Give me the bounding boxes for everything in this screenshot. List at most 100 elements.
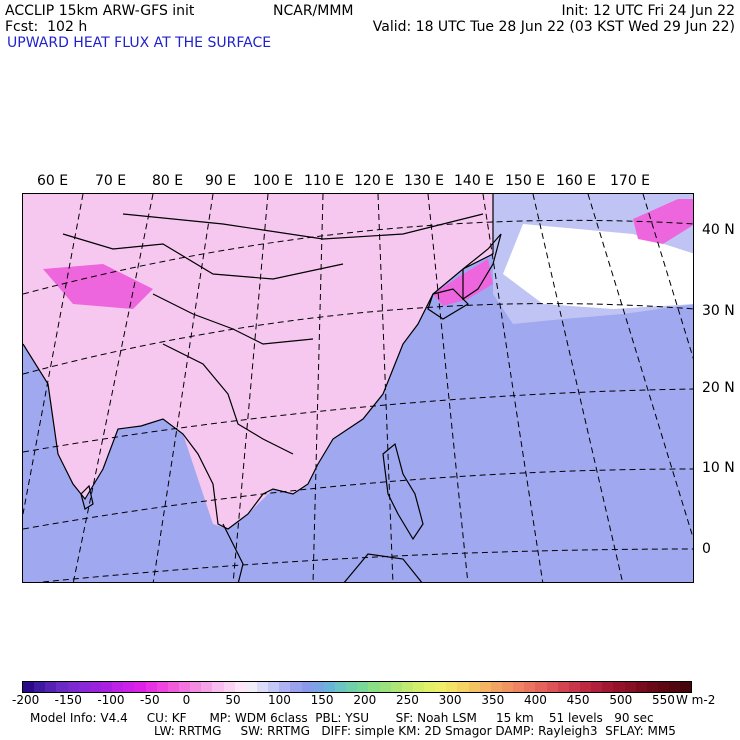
strong-flux-nw-pacific (633, 199, 693, 244)
colorbar-swatch (479, 682, 491, 692)
colorbar-swatch (390, 682, 402, 692)
lon-label: 100 E (253, 173, 294, 189)
colorbar-swatch (401, 682, 413, 692)
colorbar-tick-label: 0 (182, 693, 191, 707)
colorbar-swatch (580, 682, 592, 692)
colorbar-tick-label: 100 (268, 693, 291, 707)
colorbar-swatch (334, 682, 347, 692)
colorbar-tick-label: 550 (652, 693, 675, 707)
colorbar-swatch (134, 682, 146, 692)
colorbar-swatch (613, 682, 625, 692)
lon-label: 160 E (556, 173, 597, 189)
colorbar-tick-label: -100 (97, 693, 125, 707)
colorbar-tick-label: 400 (524, 693, 547, 707)
field-title: UPWARD HEAT FLUX AT THE SURFACE (7, 35, 272, 51)
colorbar-swatch (45, 682, 57, 692)
colorbar-swatch (468, 682, 480, 692)
model-info-line2: LW: RRTMG SW: RRTMG DIFF: simple KM: 2D … (154, 724, 676, 738)
colorbar-swatch (568, 682, 581, 692)
colorbar-swatch (357, 682, 369, 692)
lon-label: 150 E (505, 173, 546, 189)
lon-label: 90 E (205, 173, 237, 189)
coastlines (23, 194, 502, 582)
colorbar-swatch (412, 682, 425, 692)
center-label: NCAR/MMM (273, 3, 354, 19)
colorbar-swatch (513, 682, 525, 692)
colorbar-swatch (100, 682, 113, 692)
colorbar-swatch (290, 682, 302, 692)
colorbar-swatch (223, 682, 235, 692)
heat-flux-map (23, 194, 693, 582)
colorbar-tick-label: 200 (353, 693, 377, 707)
lon-label: 70 E (95, 173, 127, 189)
colorbar-swatch (234, 682, 246, 692)
colorbar-swatch (34, 682, 46, 692)
colorbar-tick-label: 350 (481, 693, 505, 707)
colorbar-tick-label: -50 (140, 693, 160, 707)
lon-label: 120 E (354, 173, 395, 189)
colorbar-swatch (268, 682, 280, 692)
lon-label: 80 E (152, 173, 184, 189)
colorbar-swatch (557, 682, 569, 692)
colorbar-swatch (245, 682, 257, 692)
colorbar-tick-label: -150 (54, 693, 82, 707)
colorbar-swatch (546, 682, 558, 692)
lon-label: 60 E (37, 173, 69, 189)
colorbar-swatch (178, 682, 191, 692)
colorbar-swatch (680, 682, 692, 692)
colorbar-swatch (167, 682, 179, 692)
colorbar-swatch (591, 682, 603, 692)
colorbar-swatch (658, 682, 670, 692)
colorbar-swatch (212, 682, 224, 692)
colorbar-swatch (602, 682, 614, 692)
colorbar-tick-label: 450 (566, 693, 590, 707)
colorbar-swatch (446, 682, 458, 692)
lat-label: 30 N (702, 303, 735, 319)
neutral-zone (503, 224, 693, 309)
lon-label: 130 E (404, 173, 445, 189)
colorbar-swatch (67, 682, 79, 692)
colorbar-swatch (156, 682, 168, 692)
colorbar-swatch (502, 682, 514, 692)
init-time: Init: 12 UTC Fri 24 Jun 22 (561, 3, 735, 19)
colorbar-tick-label: -200 (12, 693, 40, 707)
colorbar-tick-label: 300 (438, 693, 462, 707)
colorbar-swatch (256, 682, 269, 692)
colorbar-swatch (201, 682, 213, 692)
colorbar-swatch (535, 682, 547, 692)
colorbar-swatch (112, 682, 124, 692)
lon-label: 140 E (454, 173, 495, 189)
colorbar-tick-label: 50 (225, 693, 241, 707)
colorbar-tick-label: 150 (310, 693, 334, 707)
colorbar-swatch (123, 682, 135, 692)
map-panel (22, 193, 694, 583)
colorbar-swatch (435, 682, 447, 692)
colorbar-swatch (323, 682, 335, 692)
graticule (23, 194, 693, 582)
lon-label: 170 E (610, 173, 651, 189)
colorbar-tick-label: 250 (396, 693, 419, 707)
colorbar-swatch (624, 682, 636, 692)
colorbar (22, 681, 692, 693)
colorbar-tick-label: 500 (609, 693, 633, 707)
colorbar-swatch (312, 682, 324, 692)
colorbar-swatch (190, 682, 202, 692)
colorbar-swatch (279, 682, 291, 692)
lon-label: 110 E (304, 173, 345, 189)
lat-label: 20 N (702, 380, 735, 396)
colorbar-swatch (457, 682, 469, 692)
colorbar-swatch (346, 682, 358, 692)
colorbar-swatch (145, 682, 157, 692)
colorbar-swatch (669, 682, 681, 692)
colorbar-swatch (424, 682, 436, 692)
colorbar-swatch (78, 682, 90, 692)
model-info-line1: Model Info: V4.4 CU: KF MP: WDM 6class P… (30, 711, 654, 725)
strong-flux-mongolia (43, 264, 153, 309)
land-flux-area (23, 194, 493, 529)
lat-label: 10 N (702, 460, 735, 476)
colorbar-swatch (89, 682, 101, 692)
model-title: ACCLIP 15km ARW-GFS init (5, 3, 195, 19)
colorbar-swatch (368, 682, 380, 692)
lat-label: 40 N (702, 222, 735, 238)
colorbar-swatch (379, 682, 391, 692)
